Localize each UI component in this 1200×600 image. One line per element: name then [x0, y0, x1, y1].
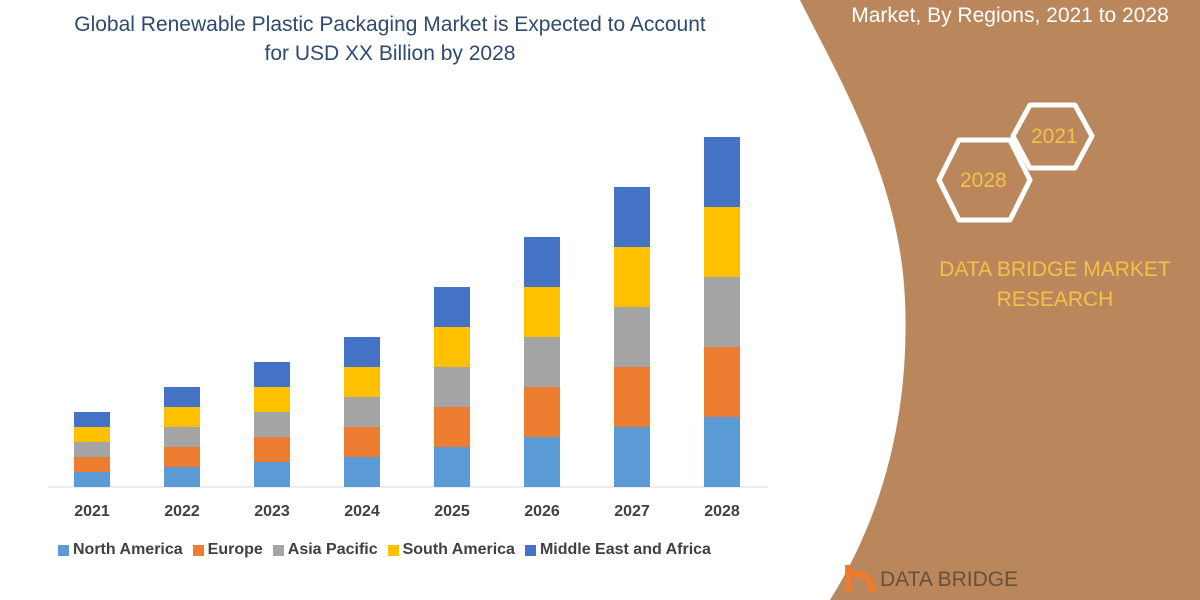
bar-2023-europe: [254, 437, 290, 462]
x-tick-label: 2021: [74, 503, 110, 520]
bar-2022-north-america: [164, 467, 200, 487]
x-tick-label: 2025: [434, 503, 470, 520]
x-tick-label: 2024: [344, 503, 380, 520]
bar-2026-north-america: [524, 437, 560, 487]
bar-2023-north-america: [254, 462, 290, 487]
bar-2024-middle-east-and-africa: [344, 337, 380, 367]
side-title: Market, By Regions, 2021 to 2028: [851, 4, 1169, 27]
x-tick-label: 2027: [614, 503, 650, 520]
bar-2022-middle-east-and-africa: [164, 387, 200, 407]
bar-2026-middle-east-and-africa: [524, 237, 560, 287]
bar-2027-asia-pacific: [614, 307, 650, 367]
hexagon-2028: [936, 137, 1033, 223]
bar-2028-south-america: [704, 207, 740, 277]
bar-2028-europe: [704, 347, 740, 417]
bar-2027-south-america: [614, 247, 650, 307]
x-tick-label: 2022: [164, 503, 200, 520]
legend-item: North America: [58, 541, 183, 559]
bar-2024-south-america: [344, 367, 380, 397]
bar-2023-asia-pacific: [254, 412, 290, 437]
legend-label: Middle East and Africa: [539, 541, 711, 558]
bar-2021-asia-pacific: [74, 442, 110, 457]
bar-2025-europe: [434, 407, 470, 447]
bar-2026-europe: [524, 387, 560, 437]
legend-label: Europe: [207, 541, 263, 558]
legend-item: Europe: [192, 541, 263, 559]
hexagon-2021: [1010, 102, 1095, 171]
brand-text: DATA BRIDGE MARKET RESEARCH: [939, 258, 1171, 311]
legend-label: Asia Pacific: [287, 541, 378, 558]
legend-swatch: [58, 544, 69, 556]
legend-swatch: [524, 544, 536, 556]
brown-side-panel: [800, 0, 1200, 600]
bar-2028-middle-east-and-africa: [704, 137, 740, 207]
bar-2024-europe: [344, 427, 380, 457]
bar-2027-middle-east-and-africa: [614, 187, 650, 247]
x-tick-label: 2028: [704, 503, 740, 520]
bar-2025-south-america: [434, 327, 470, 367]
hex-label-2021: 2021: [1031, 125, 1078, 148]
bar-2024-asia-pacific: [344, 397, 380, 427]
x-tick-label: 2026: [524, 503, 560, 520]
bar-2025-middle-east-and-africa: [434, 287, 470, 327]
legend-label: South America: [402, 541, 515, 558]
bar-2026-asia-pacific: [524, 337, 560, 387]
legend-swatch: [192, 544, 204, 556]
legend: North America Europe Asia Pacific South Ame…: [58, 541, 711, 559]
bar-2027-north-america: [614, 427, 650, 487]
bar-2022-south-america: [164, 407, 200, 427]
logo-text: DATA BRIDGE: [880, 568, 1019, 591]
bar-2027-europe: [614, 367, 650, 427]
legend-item: South America: [387, 541, 515, 559]
x-tick-label: 2023: [254, 503, 290, 520]
bar-2028-north-america: [704, 417, 740, 487]
legend-swatch: [387, 544, 399, 556]
bar-2026-south-america: [524, 287, 560, 337]
bar-2025-north-america: [434, 447, 470, 487]
bar-2023-south-america: [254, 387, 290, 412]
bar-2028-asia-pacific: [704, 277, 740, 347]
hex-label-2028: 2028: [960, 169, 1007, 192]
legend-swatch: [272, 544, 284, 556]
chart-title: Global Renewable Plastic Packaging Marke…: [74, 13, 706, 65]
legend-item: Asia Pacific: [272, 541, 378, 559]
bar-2022-europe: [164, 447, 200, 467]
bar-2021-middle-east-and-africa: [74, 412, 110, 427]
legend-item: Middle East and Africa: [524, 541, 711, 559]
legend-label: North America: [73, 541, 183, 558]
bar-2023-middle-east-and-africa: [254, 362, 290, 387]
bar-2021-south-america: [74, 427, 110, 442]
bars: [74, 137, 740, 487]
logo-mark-icon: [845, 565, 875, 593]
bar-2025-asia-pacific: [434, 367, 470, 407]
bar-2021-north-america: [74, 472, 110, 487]
bar-2024-north-america: [344, 457, 380, 487]
bar-2022-asia-pacific: [164, 427, 200, 447]
bar-2021-europe: [74, 457, 110, 472]
